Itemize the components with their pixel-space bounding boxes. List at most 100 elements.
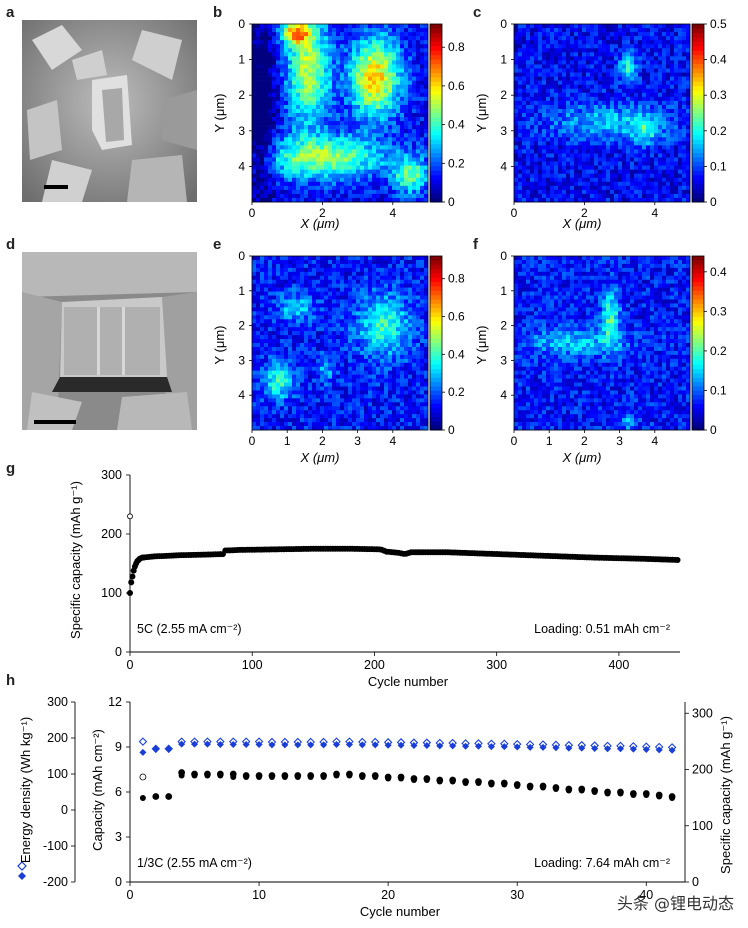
chart-h-x-tick: 10 <box>252 888 266 902</box>
colorbar-tick-label: 0 <box>448 423 455 437</box>
chart-h-capacity-discharge <box>165 793 172 800</box>
x-tick-label: 3 <box>354 434 361 448</box>
chart-h-energy-filled <box>152 745 160 753</box>
chart-h-capacity-discharge <box>643 792 650 798</box>
y-tick-label: 3 <box>238 124 245 138</box>
chart-h-energy-filled <box>307 741 315 749</box>
chart-g-x-tick: 100 <box>242 658 263 672</box>
chart-h-capacity-discharge <box>552 786 559 792</box>
y-tick-label: 2 <box>500 88 507 102</box>
colorbar-tick-label: 0.4 <box>448 118 465 132</box>
chart-h-capacity-discharge <box>385 775 392 782</box>
y-tick-label: 2 <box>238 319 245 333</box>
chart-g-x-tick: 0 <box>127 658 134 672</box>
panel-letter-b: b <box>213 4 223 21</box>
colorbar-tick-label: 0.3 <box>710 88 727 102</box>
panel-letter-h: h <box>6 672 16 689</box>
chart-h-energy-tick: -200 <box>43 875 68 889</box>
chart-h-energy-filled <box>320 741 328 749</box>
chart-h-annotation-left: 1/3C (2.55 mA cm⁻²) <box>137 856 252 870</box>
heatmap-e-ylabel: Y (μm) <box>212 325 227 364</box>
colorbar-tick-label: 0.8 <box>448 40 465 54</box>
chart-h-energy-filled <box>294 741 302 749</box>
colorbar-tick-label: 0 <box>710 195 717 209</box>
chart-h-xlabel: Cycle number <box>360 904 441 919</box>
chart-h-energy-filled <box>565 744 573 752</box>
x-tick-label: 3 <box>616 434 623 448</box>
chart-h-energy-tick: 200 <box>47 731 68 745</box>
chart-h-energy-filled <box>616 745 624 753</box>
chart-h-energy-tick: -100 <box>43 839 68 853</box>
x-tick-label: 0 <box>249 206 256 220</box>
chart-h-energy-filled <box>191 740 199 748</box>
colorbar-tick-label: 0.2 <box>448 156 465 170</box>
chart-h-energy-filled <box>358 741 366 749</box>
chart-g-y-tick: 300 <box>101 468 122 482</box>
colorbar-tick-label: 0 <box>448 195 455 209</box>
chart-h-energy-filled <box>552 744 560 752</box>
y-tick-label: 0 <box>238 250 245 263</box>
chart-h-energy-filled <box>410 742 418 750</box>
heatmap-c: 0 0.1 0.2 0.3 0.4 0.5 0 2 4 0 1 2 3 4 X (μm) Y (μm) <box>474 18 727 231</box>
chart-g-ylabel: Specific capacity (mAh g⁻¹) <box>68 481 83 639</box>
heatmap-f: 0 0.1 0.2 0.3 0.4 0 1 2 3 4 0 1 2 3 4 X (μm) Y (μm) <box>474 250 727 465</box>
chart-h-capacity-discharge <box>372 774 379 780</box>
chart-h-energy-filled <box>655 746 663 754</box>
chart-h-energy-filled <box>578 744 586 752</box>
chart-h-capacity-discharge <box>514 783 521 789</box>
chart-h-capacity-discharge <box>204 772 211 779</box>
chart-h-x-tick: 20 <box>381 888 395 902</box>
y-tick-label: 4 <box>238 388 245 402</box>
chart-h-energy-filled <box>178 740 186 748</box>
heatmap-b: 0 0.2 0.4 0.6 0.8 0 2 4 0 1 2 3 4 X (μm) Y (μm) <box>212 18 465 231</box>
colorbar-tick-label: 0.1 <box>710 159 727 173</box>
x-tick-label: 4 <box>389 434 396 448</box>
chart-h-energy-tick: 300 <box>47 695 68 709</box>
chart-h-energy-filled <box>642 746 650 754</box>
chart-h-capacity-discharge <box>178 772 185 779</box>
chart-h-energy-filled <box>423 742 431 750</box>
heatmap-b-ylabel: Y (μm) <box>212 93 227 132</box>
y-tick-label: 0 <box>238 18 245 31</box>
x-tick-label: 0 <box>511 434 518 448</box>
chart-h-capacity-discharge <box>191 772 198 779</box>
chart-h-capacity-discharge <box>527 784 534 791</box>
chart-h-energy-filled <box>397 741 405 749</box>
y-tick-label: 1 <box>238 53 245 67</box>
chart-h-capacity-discharge <box>565 787 572 794</box>
x-tick-label: 4 <box>651 434 658 448</box>
chart-h-ylabel-specific: Specific capacity (mAh g⁻¹) <box>718 716 733 874</box>
chart-h-capacity-discharge <box>604 790 611 797</box>
chart-h-capacity-tick: 6 <box>115 785 122 799</box>
chart-h-capacity-discharge <box>475 780 482 786</box>
x-tick-label: 0 <box>249 434 256 448</box>
chart-h-capacity-discharge <box>359 774 366 780</box>
chart-h-energy-filled <box>539 743 547 751</box>
chart-h-energy-tick: 0 <box>61 803 68 817</box>
chart-h-specific-tick: 200 <box>692 763 713 777</box>
chart-g-x-tick: 200 <box>364 658 385 672</box>
sem-image-a-drawing <box>22 20 197 202</box>
chart-h-energy-filled <box>242 740 250 748</box>
y-tick-label: 2 <box>238 88 245 102</box>
chart-h-capacity-discharge <box>449 778 456 785</box>
y-tick-label: 4 <box>500 388 507 402</box>
colorbar-tick-label: 0.6 <box>448 79 465 93</box>
panel-letter-e: e <box>213 236 222 253</box>
chart-h-energy-filled <box>203 740 211 748</box>
heatmap-f-ylabel: Y (μm) <box>474 325 489 364</box>
chart-g-annotation-right: Loading: 0.51 mAh cm⁻² <box>534 622 670 636</box>
chart-g-xlabel: Cycle number <box>368 674 449 689</box>
colorbar-tick-label: 0.4 <box>710 265 727 279</box>
x-tick-label: 2 <box>319 434 326 448</box>
chart-h-energy-filled <box>333 740 341 748</box>
chart-h-x-tick: 0 <box>127 888 134 902</box>
chart-h-capacity-discharge <box>591 789 598 795</box>
chart-h-capacity-discharge <box>217 772 224 779</box>
chart-h-energy-filled <box>449 742 457 750</box>
colorbar-tick-label: 0.1 <box>710 383 727 397</box>
colorbar-tick-label: 0 <box>710 423 717 437</box>
chart-h-energy-filled <box>268 741 276 749</box>
chart-h-capacity-discharge <box>320 774 327 780</box>
x-tick-label: 4 <box>651 206 658 220</box>
